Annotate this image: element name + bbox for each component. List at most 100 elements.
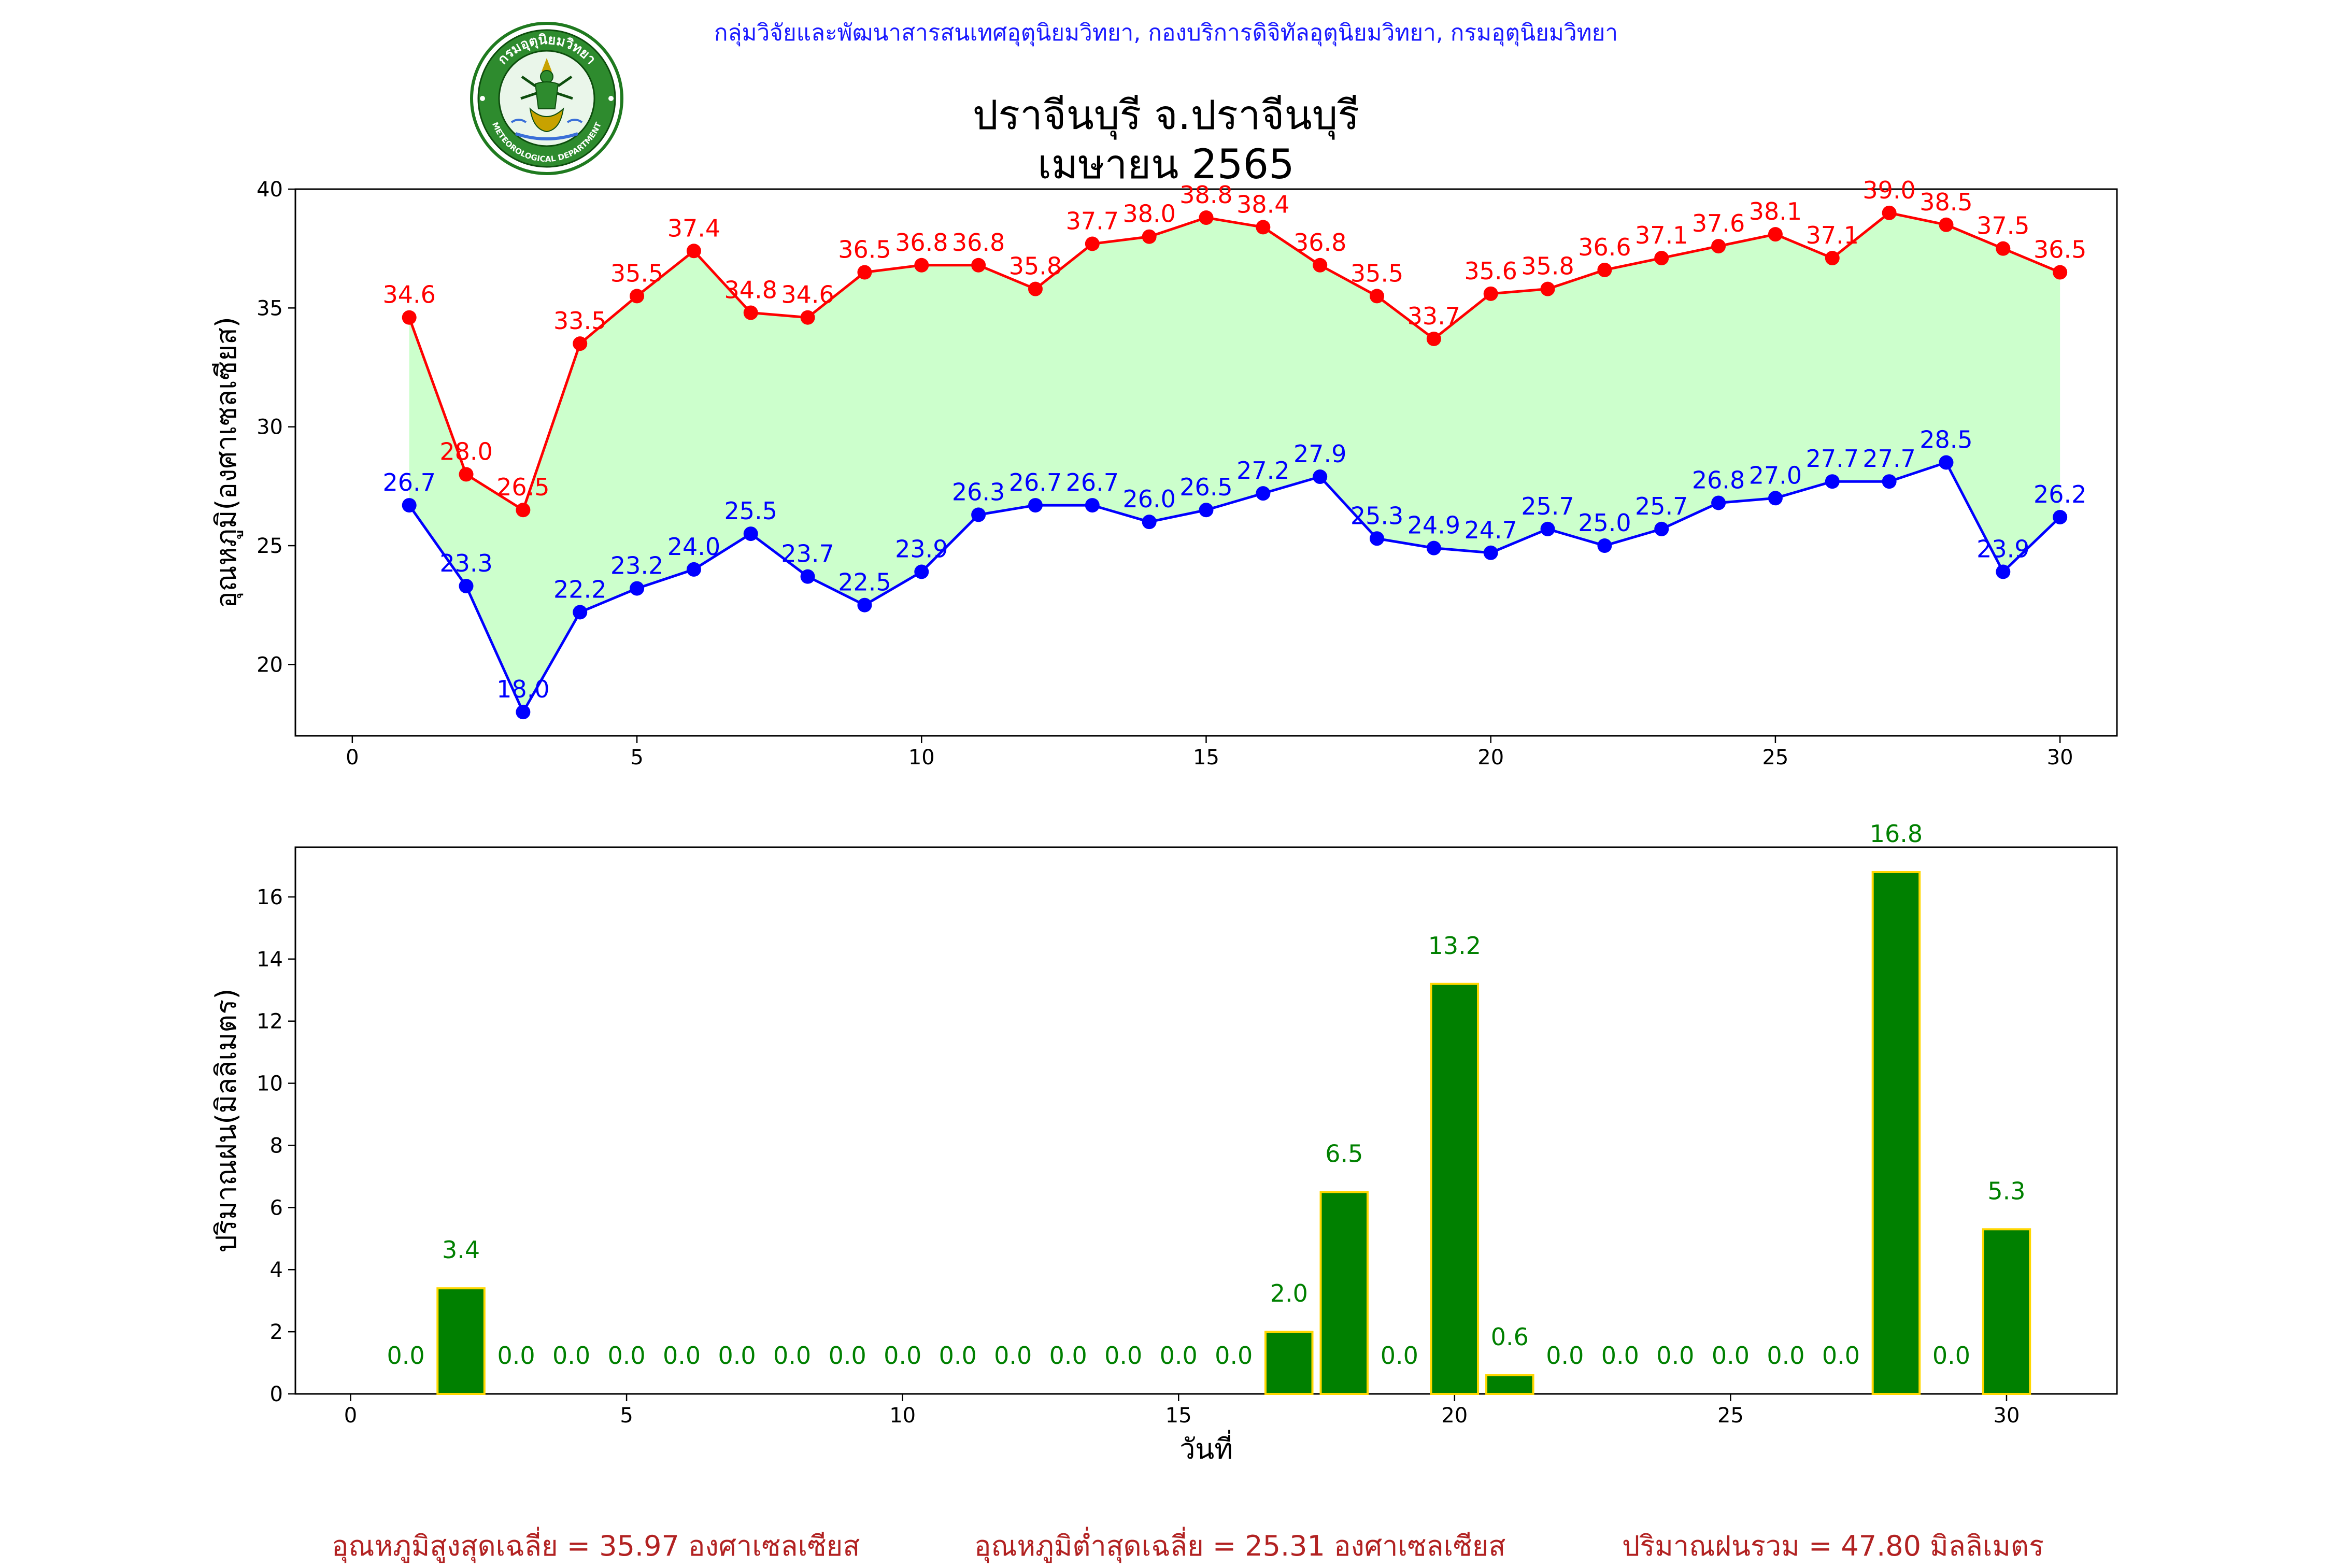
rainfall-y-tick-label: 2 bbox=[270, 1320, 283, 1344]
max-temperature-point bbox=[1768, 227, 1783, 242]
min-temperature-data-label: 23.3 bbox=[439, 549, 492, 577]
total-rainfall: ปริมาณฝนรวม = 47.80 มิลลิเมตร bbox=[1622, 1530, 2044, 1562]
max-temperature-data-label: 37.1 bbox=[1806, 221, 1859, 249]
min-temperature-line bbox=[408, 461, 2061, 715]
min-temperature-data-label: 25.3 bbox=[1350, 502, 1403, 530]
min-temperature-point bbox=[971, 507, 986, 522]
min-temperature-point bbox=[1426, 540, 1441, 555]
temperature-x-tick-label: 5 bbox=[630, 746, 643, 769]
min-temperature-data-label: 23.2 bbox=[610, 552, 663, 580]
max-temperature-data-label: 34.8 bbox=[724, 276, 777, 304]
min-temperature-data-label: 26.2 bbox=[2034, 480, 2086, 508]
min-temperature-point bbox=[1028, 498, 1043, 513]
max-temperature-data-label: 36.8 bbox=[952, 229, 1005, 256]
rainfall-data-label: 16.8 bbox=[1870, 820, 1923, 848]
rainfall-bar bbox=[1982, 1228, 2031, 1395]
max-temperature-point bbox=[1256, 220, 1271, 235]
min-temperature-point bbox=[1711, 495, 1726, 510]
rainfall-chart: 0 5 10 15 20 25 30 0 2 4 6 8 10 12 14 16 ปริมาณฝน(มิลลิเ… bbox=[210, 820, 2118, 1465]
min-temperature-point bbox=[1370, 531, 1385, 546]
deity-figure-icon bbox=[510, 58, 583, 140]
min-temperature-data-label: 23.9 bbox=[1976, 535, 2029, 563]
min-temperature-point bbox=[516, 705, 531, 720]
temperature-y-axis-label: อุณหภูมิ(องศาเซลเซียส) bbox=[210, 317, 244, 608]
rainfall-data-label: 0.0 bbox=[1160, 1342, 1198, 1370]
rainfall-y-axis-label: ปริมาณฝน(มิลลิเมตร) bbox=[210, 989, 243, 1253]
meteorological-department-logo: กรมอุตุนิยมวิทยา METEOROLOGICAL DEPARTME… bbox=[470, 22, 623, 175]
max-temperature-data-label: 36.8 bbox=[1293, 229, 1346, 256]
min-temperature-point bbox=[1313, 469, 1328, 484]
max-temperature-point bbox=[1370, 289, 1385, 304]
temperature-y-tick-label: 20 bbox=[257, 653, 283, 677]
min-temperature-point bbox=[1882, 474, 1897, 489]
min-temperature-point bbox=[857, 597, 872, 612]
max-temperature-point bbox=[1939, 217, 1954, 232]
temperature-x-tick-label: 15 bbox=[1193, 746, 1219, 769]
rainfall-bar bbox=[1871, 871, 1921, 1395]
rainfall-y-tick-label: 0 bbox=[270, 1382, 283, 1406]
min-temperature-point bbox=[402, 498, 417, 513]
rainfall-y-tick-label: 6 bbox=[270, 1196, 283, 1220]
min-temperature-data-label: 27.2 bbox=[1236, 457, 1289, 484]
min-temperature-data-label: 25.7 bbox=[1521, 492, 1574, 520]
max-temperature-data-label: 35.8 bbox=[1009, 252, 1062, 280]
min-temperature-point bbox=[1256, 486, 1271, 501]
temperature-y-tick-label: 40 bbox=[257, 178, 283, 202]
min-temperature-data-label: 23.7 bbox=[781, 540, 834, 568]
rainfall-bar bbox=[1264, 1331, 1314, 1395]
max-temperature-point bbox=[686, 244, 701, 259]
rainfall-data-label: 13.2 bbox=[1428, 932, 1481, 960]
max-temperature-data-label: 26.5 bbox=[496, 473, 549, 501]
min-temperature-point bbox=[1540, 521, 1555, 536]
rainfall-data-label: 0.0 bbox=[718, 1342, 756, 1370]
rainfall-data-label: 0.0 bbox=[1712, 1342, 1750, 1370]
min-temperature-data-label: 26.7 bbox=[1009, 468, 1062, 496]
max-temperature-point bbox=[459, 467, 474, 482]
min-temperature-data-label: 26.3 bbox=[952, 478, 1005, 506]
rainfall-data-label: 0.0 bbox=[497, 1342, 535, 1370]
temperature-y-tick-label: 25 bbox=[257, 534, 283, 558]
max-temperature-point bbox=[857, 265, 872, 280]
rainfall-x-tick-label: 0 bbox=[344, 1404, 357, 1428]
rainfall-bar bbox=[436, 1287, 486, 1395]
max-temperature-point bbox=[1085, 236, 1100, 251]
min-temperature-point bbox=[743, 526, 758, 541]
logo-star-icons bbox=[480, 96, 614, 101]
avg-max-temperature: อุณหภูมิสูงสุดเฉลี่ย = 35.97 องศาเซลเซีย… bbox=[332, 1530, 860, 1562]
rainfall-data-label: 0.0 bbox=[1601, 1342, 1639, 1370]
rainfall-x-tick-label: 15 bbox=[1165, 1404, 1192, 1428]
rainfall-data-label: 0.0 bbox=[1767, 1342, 1804, 1370]
min-temperature-point bbox=[1199, 503, 1214, 518]
min-temperature-point bbox=[914, 564, 929, 579]
max-temperature-data-label: 37.1 bbox=[1635, 221, 1688, 249]
min-temperature-point bbox=[1085, 498, 1100, 513]
max-temperature-point bbox=[914, 258, 929, 273]
min-temperature-data-label: 26.8 bbox=[1692, 466, 1745, 494]
max-temperature-point bbox=[1313, 258, 1328, 273]
max-temperature-point bbox=[1825, 251, 1840, 266]
min-temperature-data-label: 28.5 bbox=[1919, 426, 1972, 454]
rainfall-data-label: 0.0 bbox=[663, 1342, 701, 1370]
rainfall-data-label: 0.0 bbox=[1546, 1342, 1584, 1370]
rainfall-data-label: 2.0 bbox=[1270, 1279, 1308, 1307]
min-temperature-point bbox=[800, 569, 815, 584]
max-temperature-point bbox=[1199, 210, 1214, 225]
temperature-range-fill bbox=[409, 212, 2060, 712]
min-temperature-data-label: 25.5 bbox=[724, 497, 777, 525]
rainfall-data-label: 0.6 bbox=[1491, 1323, 1529, 1351]
min-temperature-point bbox=[1483, 545, 1498, 560]
min-temperature-data-label: 26.7 bbox=[1066, 468, 1119, 496]
rainfall-data-label: 0.0 bbox=[1104, 1342, 1142, 1370]
temperature-y-tick-label: 35 bbox=[257, 296, 283, 320]
min-temperature-data-label: 18.0 bbox=[496, 675, 549, 703]
chart-title-month: เมษายน 2565 bbox=[1037, 141, 1295, 188]
max-temperature-point bbox=[1426, 331, 1441, 346]
rainfall-data-label: 0.0 bbox=[608, 1342, 646, 1370]
max-temperature-data-label: 36.5 bbox=[838, 236, 891, 264]
max-temperature-point bbox=[573, 336, 588, 351]
rainfall-data-label: 0.0 bbox=[939, 1342, 977, 1370]
max-temperature-data-label: 34.6 bbox=[382, 281, 435, 309]
rainfall-data-label: 0.0 bbox=[552, 1342, 590, 1370]
max-temperature-point bbox=[800, 310, 815, 325]
temperature-x-tick-label: 20 bbox=[1477, 746, 1504, 769]
